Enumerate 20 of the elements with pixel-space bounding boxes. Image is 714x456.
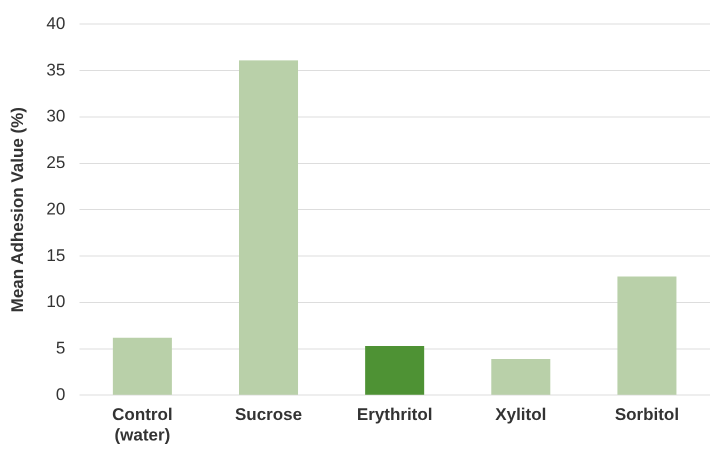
- y-tick-label: 25: [46, 153, 66, 172]
- y-axis-title: Mean Adhesion Value (%): [8, 107, 27, 312]
- y-tick-label: 40: [46, 14, 66, 33]
- bar: [617, 276, 676, 395]
- x-tick-label: Sucrose: [234, 405, 302, 424]
- x-tick-label: Control (water): [112, 405, 173, 444]
- y-tick-label: 5: [56, 338, 66, 358]
- y-tick-label: 15: [46, 246, 66, 265]
- y-tick-label: 35: [46, 60, 66, 80]
- bar: [112, 338, 172, 395]
- y-tick-label: 10: [46, 292, 66, 312]
- y-tick-label: 0: [56, 384, 66, 404]
- y-tick-label: 30: [46, 106, 66, 126]
- bar: [365, 346, 424, 395]
- y-tick-label: 20: [46, 199, 66, 218]
- bar: [239, 60, 298, 395]
- x-tick-label: Sorbitol: [614, 405, 680, 424]
- x-tick-label: Xylitol: [495, 405, 546, 424]
- bar: [491, 359, 550, 395]
- x-tick-label: Erythritol: [356, 405, 432, 424]
